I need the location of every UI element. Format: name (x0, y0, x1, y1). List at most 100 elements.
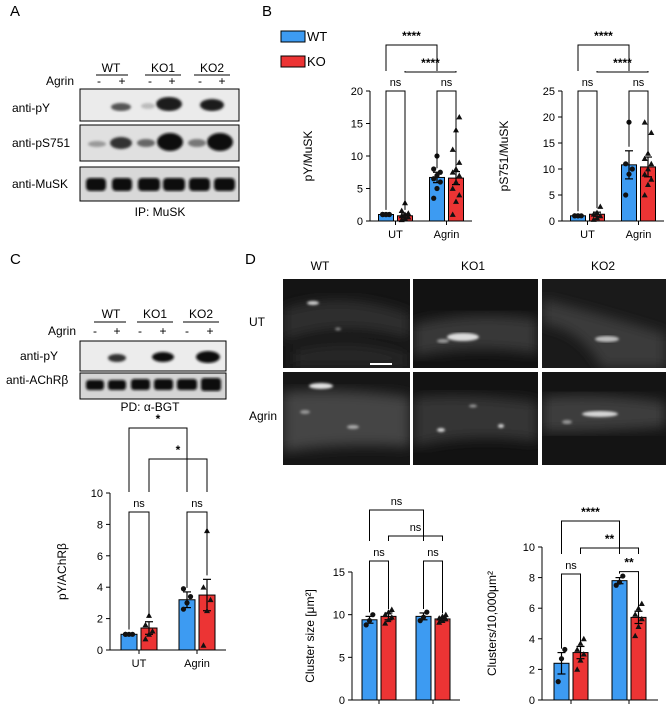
significance-label: ns (410, 522, 422, 534)
blot-label: anti-pS751 (12, 136, 70, 150)
significance-bracket (436, 90, 457, 169)
micrograph-column-label: KO1 (461, 259, 485, 273)
data-point (577, 657, 584, 663)
data-point (626, 171, 632, 177)
data-point (142, 621, 149, 628)
significance-label: ns (441, 77, 453, 89)
y-tick-label: 0 (529, 695, 535, 707)
data-point (453, 198, 459, 204)
x-tick-label: Agrin (184, 658, 210, 670)
data-point (456, 114, 463, 120)
data-point (204, 607, 210, 614)
panel-d-letter: D (245, 251, 256, 268)
data-point (437, 169, 443, 175)
data-point (616, 579, 623, 585)
data-point (456, 159, 463, 165)
legend-label-ko: KO (307, 54, 326, 69)
data-point (453, 166, 459, 172)
data-point (594, 214, 600, 221)
y-tick-label: 25 (543, 86, 555, 98)
y-tick-label: 0 (339, 695, 345, 707)
y-tick-label: 8 (97, 519, 103, 531)
lane-label-wt: WT (102, 307, 121, 321)
blot-label: anti-MuSK (12, 177, 68, 191)
y-tick-label: 20 (543, 112, 555, 124)
panel-c: C WT KO1 KO2 Agrin - + - + - + anti-pY a… (6, 251, 227, 670)
significance-label: ns (427, 547, 439, 559)
sign: - (148, 74, 152, 88)
bar (361, 619, 378, 701)
y-tick-label: 6 (529, 603, 535, 615)
significance-label: ** (605, 532, 615, 546)
significance-bracket (580, 547, 639, 554)
lane-label-ko2: KO2 (200, 61, 224, 75)
y-tick-label: 10 (333, 610, 345, 622)
data-point (638, 615, 645, 622)
significance-label: ns (633, 77, 645, 89)
data-point (449, 211, 456, 217)
panel-c-letter: C (10, 251, 21, 268)
data-point (635, 605, 642, 611)
significance-bracket (577, 44, 630, 71)
y-tick-label: 4 (97, 582, 103, 594)
data-point (388, 614, 395, 620)
significance-label: **** (613, 56, 632, 70)
bar (611, 580, 628, 701)
data-point (129, 631, 136, 637)
data-point (456, 172, 463, 178)
blot-image-pS751 (79, 124, 240, 162)
legend-swatch-wt (280, 30, 306, 43)
y-tick-label: 15 (543, 138, 555, 150)
significance-bracket (186, 511, 208, 588)
data-point (187, 594, 194, 600)
y-tick-label: 10 (91, 488, 103, 500)
data-point (431, 195, 437, 201)
y-tick-label: 10 (351, 151, 363, 163)
data-point (449, 169, 456, 175)
significance-label: ns (582, 77, 594, 89)
data-point (142, 636, 149, 642)
data-point (590, 216, 597, 222)
sign: + (206, 324, 213, 338)
data-point (641, 155, 648, 161)
y-tick-label: 8 (529, 573, 535, 585)
data-point (648, 176, 655, 182)
lane-label-ko1: KO1 (143, 307, 167, 321)
data-point (580, 635, 587, 642)
data-point (648, 129, 655, 135)
data-point (424, 609, 430, 615)
bar (630, 616, 647, 701)
blot-image-AChRb (79, 372, 227, 400)
sign: - (185, 324, 189, 338)
data-point (449, 146, 456, 152)
data-point (122, 631, 129, 637)
significance-label: ns (373, 547, 385, 559)
panel-a: A WT KO1 KO2 Agrin - + - + - + anti-pY a… (10, 3, 240, 219)
y-tick-label: 15 (333, 567, 345, 579)
significance-label: **** (421, 56, 440, 70)
significance-label: **** (402, 29, 421, 43)
treatment-label: Agrin (48, 324, 76, 338)
data-point (574, 666, 581, 672)
data-point (385, 609, 392, 615)
data-point (632, 632, 639, 639)
data-point (597, 212, 604, 219)
significance-bracket (128, 427, 188, 492)
data-point (431, 166, 437, 172)
micrograph-ko1-ut (413, 279, 538, 368)
y-axis-label: pY/MuSK (301, 131, 315, 182)
blot-label: anti-pY (12, 101, 50, 115)
significance-bracket (423, 560, 443, 614)
significance-label: **** (581, 505, 600, 519)
data-point (180, 586, 187, 592)
sign: + (118, 74, 125, 88)
y-tick-label: 2 (97, 614, 103, 626)
significance-bracket (128, 511, 150, 630)
significance-bracket (148, 458, 208, 492)
sign: + (218, 74, 225, 88)
data-point (645, 181, 651, 187)
data-point (597, 203, 604, 209)
data-point (385, 616, 392, 623)
y-tick-label: 6 (97, 551, 103, 563)
